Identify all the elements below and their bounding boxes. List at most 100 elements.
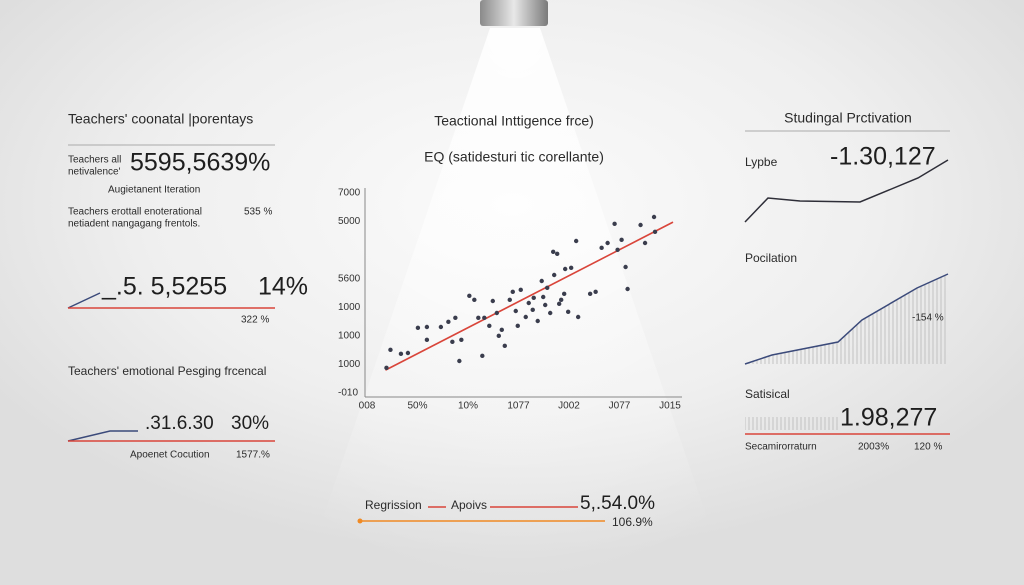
kpi-value: -1.30,127 — [830, 143, 936, 171]
scatter-point — [651, 214, 657, 220]
scatter-point — [523, 314, 528, 320]
x-tick-label: 10% — [458, 401, 478, 412]
metric-value: _.5. 5,5255 — [101, 273, 227, 301]
mini-line — [744, 159, 949, 223]
scatter-point — [438, 324, 444, 330]
scatter-point — [490, 298, 495, 304]
scatter-point — [487, 323, 492, 329]
scatter-point — [515, 323, 520, 329]
regression-line — [385, 221, 674, 371]
scatter-point — [446, 319, 451, 325]
kpi-label: netivalence' — [68, 167, 121, 178]
scatter-point — [539, 278, 544, 284]
y-tick-label: 1000 — [338, 330, 361, 341]
section-title: Pocilation — [745, 251, 797, 265]
scatter-chart: Teactional Inttigence frce) EQ (satidest… — [338, 113, 682, 412]
section-title: Teachers' emotional Pesging frcencal — [68, 364, 266, 378]
caption-value: 2003% — [858, 442, 889, 453]
y-tick-label: 7000 — [338, 188, 361, 199]
scatter-point — [638, 222, 643, 228]
scatter-point — [476, 315, 481, 321]
scatter-point — [561, 291, 567, 297]
scatter-point — [467, 293, 472, 299]
section-value: 1.98,277 — [840, 404, 937, 432]
scatter-point — [531, 295, 536, 301]
mini-bar — [745, 417, 838, 430]
scatter-point — [507, 297, 512, 303]
scatter-point — [526, 300, 531, 306]
scatter-point — [472, 297, 477, 303]
metric-percent: 14% — [258, 273, 308, 301]
mini-area — [745, 274, 948, 364]
scatter-point — [499, 327, 504, 333]
lamp — [480, 0, 548, 26]
caption-value: 1577.% — [236, 450, 270, 461]
scatter-point — [599, 245, 604, 251]
scatter-point — [530, 307, 535, 313]
footer-sub-value: 106.9% — [612, 515, 653, 529]
chart-subtitle: EQ (satidesturi tic corellante) — [424, 149, 604, 165]
scatter-point — [424, 337, 430, 343]
scatter-point — [619, 237, 624, 243]
scatter-point — [558, 297, 564, 303]
footer: Regrission Apoivs 5,.54.0% 106.9% — [357, 493, 655, 529]
caption: Secamirorraturn — [745, 442, 817, 453]
scatter-point — [518, 287, 523, 293]
scatter-point — [510, 289, 515, 295]
legend-label: Apoivs — [451, 498, 487, 512]
scatter-point — [573, 238, 579, 244]
scatter-point — [384, 365, 389, 371]
scatter-point — [587, 291, 593, 297]
note: Teachers erottall enoterational — [68, 207, 202, 218]
y-tick-label: 5000 — [338, 216, 361, 227]
caption-value: 120 % — [914, 442, 942, 453]
mini-line — [67, 430, 138, 442]
subtitle: Augietanent Iteration — [108, 185, 200, 196]
footer-value: 5,.54.0% — [580, 493, 655, 514]
scatter-point — [554, 251, 560, 257]
scatter-point — [482, 315, 487, 321]
y-tick-label: 5600 — [338, 273, 361, 284]
x-tick-label: 1077 — [507, 401, 530, 412]
scatter-point — [480, 353, 485, 359]
scatter-point — [513, 308, 518, 314]
scatter-point — [551, 249, 556, 255]
metric-percent: 30% — [231, 413, 269, 434]
x-tick-label: 008 — [359, 401, 376, 412]
note-value: 535 % — [244, 207, 272, 218]
scatter-point — [623, 264, 628, 270]
scatter-point — [450, 339, 455, 345]
scatter-point — [496, 333, 501, 339]
scatter-point — [593, 289, 598, 295]
scatter-point — [541, 294, 546, 300]
y-tick-label: -010 — [338, 388, 358, 399]
section-title: Satisical — [745, 387, 790, 401]
scatter-point — [552, 272, 557, 278]
scatter-point — [502, 343, 507, 349]
mini-line — [67, 292, 101, 309]
scatter-point — [605, 240, 610, 246]
scatter-point — [575, 314, 581, 320]
legend-label: Regrission — [365, 498, 422, 512]
scatter-point — [565, 309, 571, 315]
scatter-point — [652, 229, 658, 235]
note: netiadent nangagang frentols. — [68, 219, 200, 230]
x-tick-label: 50% — [407, 401, 427, 412]
x-tick-label: J015 — [659, 401, 681, 412]
scatter-point — [562, 266, 568, 272]
x-tick-label: J002 — [558, 401, 580, 412]
scatter-point — [543, 302, 548, 308]
section-value: -154 % — [912, 313, 944, 324]
arrow-dot — [357, 518, 363, 524]
scatter-point — [405, 350, 411, 356]
kpi-label: Lypbe — [745, 155, 778, 169]
scatter-point — [424, 324, 430, 330]
scatter-point — [415, 325, 421, 331]
kpi-value: 5595,5639% — [130, 149, 270, 177]
scatter-point — [548, 310, 553, 316]
scatter-point — [556, 301, 562, 307]
scatter-point — [568, 265, 574, 271]
chart-title: Teactional Inttigence frce) — [434, 113, 594, 129]
scatter-point — [535, 318, 540, 324]
